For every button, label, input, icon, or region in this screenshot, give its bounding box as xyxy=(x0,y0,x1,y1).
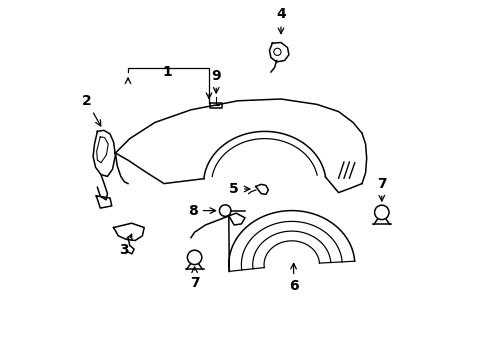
Text: 7: 7 xyxy=(190,267,199,289)
Text: 5: 5 xyxy=(229,182,250,196)
Text: 3: 3 xyxy=(120,234,132,257)
Text: 8: 8 xyxy=(188,204,216,217)
Text: 7: 7 xyxy=(377,177,387,201)
Text: 4: 4 xyxy=(276,8,286,33)
Text: 9: 9 xyxy=(211,69,221,93)
Text: 2: 2 xyxy=(82,94,101,126)
Text: 1: 1 xyxy=(163,65,172,79)
Text: 6: 6 xyxy=(289,264,298,293)
